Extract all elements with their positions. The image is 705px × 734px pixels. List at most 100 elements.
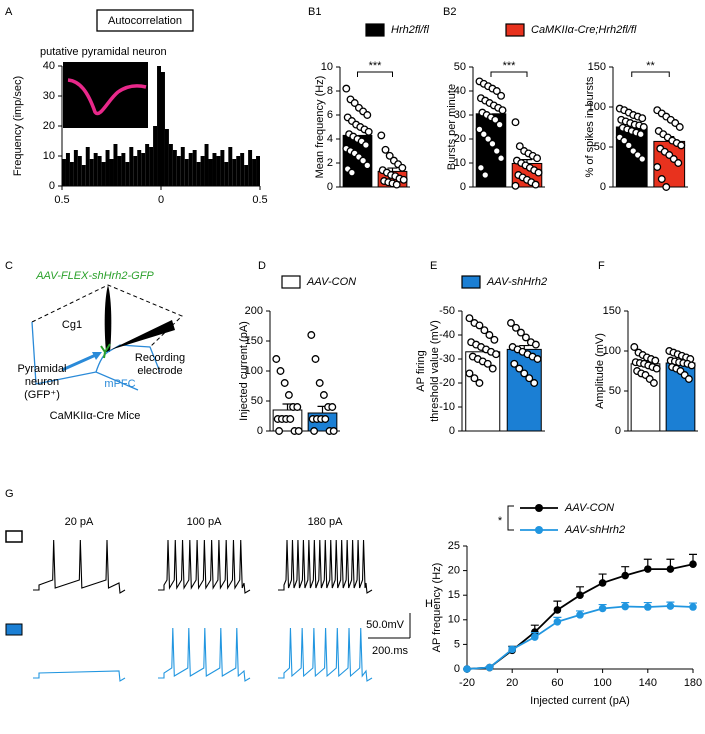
histogram-bar xyxy=(204,144,209,186)
data-point xyxy=(359,156,368,165)
data-point xyxy=(666,602,675,610)
histogram-bar xyxy=(216,156,221,186)
significance-bracket xyxy=(357,71,393,77)
data-point xyxy=(533,355,542,363)
data-point xyxy=(639,123,648,131)
voltage-trace xyxy=(278,627,373,682)
histogram-bar xyxy=(89,159,94,186)
y-tick-label: 100 xyxy=(603,345,621,357)
data-point xyxy=(531,340,540,349)
data-point xyxy=(385,151,394,160)
data-point xyxy=(525,374,534,383)
data-point xyxy=(598,604,607,613)
histogram-bar xyxy=(97,156,102,186)
data-point xyxy=(361,141,370,149)
chart-title: Autocorrelation xyxy=(108,15,182,27)
data-point xyxy=(512,323,520,332)
significance-bracket xyxy=(507,505,514,531)
scale-label: 50.0mV xyxy=(366,619,405,631)
y-tick-label: 100 xyxy=(245,365,263,377)
data-point xyxy=(652,364,661,373)
histogram-bar xyxy=(196,162,201,186)
neuron-label: neuron xyxy=(25,376,59,388)
data-point xyxy=(531,633,539,641)
y-tick-label: 0 xyxy=(327,181,333,193)
data-point xyxy=(276,367,285,375)
histogram-bar xyxy=(192,150,197,186)
data-point xyxy=(491,115,500,124)
data-point xyxy=(329,427,338,435)
histogram-bar xyxy=(62,159,66,186)
x-tick-label: 0 xyxy=(158,194,164,206)
y-axis-label: Injected current (pA) xyxy=(238,321,250,421)
data-point xyxy=(624,141,633,150)
y-tick-label: 150 xyxy=(245,335,263,347)
legend-label: AAV-shHrh2 xyxy=(564,524,625,536)
y-tick-label: 2 xyxy=(327,157,333,169)
data-point xyxy=(495,120,504,129)
data-point xyxy=(533,154,542,163)
panel-label: H xyxy=(425,598,433,610)
y-tick-label: 8 xyxy=(327,85,333,97)
data-point xyxy=(620,136,629,145)
data-point xyxy=(319,391,328,399)
data-point xyxy=(398,163,407,172)
y-tick-label: 10 xyxy=(321,61,333,73)
x-tick-label: 100 xyxy=(593,677,611,689)
data-point xyxy=(465,369,474,378)
y-tick-label: 20 xyxy=(454,133,466,145)
y-tick-label: 20 xyxy=(43,120,55,132)
data-point xyxy=(689,560,697,569)
histogram-bar xyxy=(125,162,130,186)
y-axis-label: AP firing xyxy=(415,350,427,391)
data-point xyxy=(644,603,652,611)
data-point xyxy=(515,364,524,373)
y-tick-label: 50 xyxy=(594,141,606,153)
data-point xyxy=(392,180,401,189)
data-point xyxy=(531,180,540,189)
data-point xyxy=(510,359,519,368)
legend-swatch xyxy=(365,23,385,37)
data-point xyxy=(294,427,303,435)
histogram-bar xyxy=(212,153,217,186)
histogram-bar xyxy=(141,153,146,186)
significance-label: ** xyxy=(646,60,655,72)
panel-label: C xyxy=(5,260,13,272)
midline xyxy=(104,285,112,352)
histogram-bar xyxy=(252,159,257,186)
data-point xyxy=(508,645,516,654)
histogram-bar xyxy=(244,165,249,186)
data-point xyxy=(475,125,484,134)
data-point xyxy=(657,175,666,183)
histogram-bar xyxy=(121,153,126,186)
histogram-bar xyxy=(85,147,90,186)
data-point xyxy=(275,427,284,435)
data-point xyxy=(675,123,684,131)
panel-label: D xyxy=(258,260,266,272)
panel-label: B2 xyxy=(443,6,456,18)
y-tick-label: 0 xyxy=(449,425,455,437)
data-point xyxy=(311,355,320,363)
data-point xyxy=(328,403,337,411)
y-tick-label: -10 xyxy=(439,401,455,413)
legend-label: AAV-CON xyxy=(306,276,356,288)
y-tick-label: 150 xyxy=(588,61,606,73)
histogram-bar xyxy=(73,150,78,186)
data-point xyxy=(488,364,497,373)
y-tick-label: 0 xyxy=(257,425,263,437)
y-axis-label: Frequency (imp/sec) xyxy=(12,76,24,176)
y-axis-label: Mean frequency (Hz) xyxy=(314,76,326,179)
y-tick-label: 5 xyxy=(454,638,460,650)
histogram-bar xyxy=(69,162,74,186)
y-tick-label: 0 xyxy=(460,181,466,193)
data-point xyxy=(492,87,501,95)
data-point xyxy=(293,403,302,411)
histogram-bar xyxy=(77,156,82,186)
x-tick-label: 60 xyxy=(551,677,563,689)
error-bar xyxy=(387,167,398,172)
data-point xyxy=(521,333,530,342)
y-tick-label: -20 xyxy=(439,377,455,389)
data-point xyxy=(342,84,351,93)
data-point xyxy=(507,319,515,327)
